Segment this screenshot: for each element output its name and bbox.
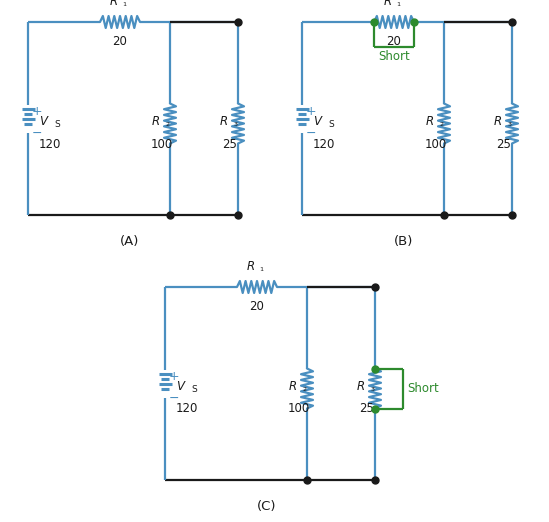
Text: 20: 20 (386, 35, 401, 48)
Text: (A): (A) (120, 235, 139, 248)
Text: $V$: $V$ (313, 115, 324, 128)
Text: (B): (B) (394, 235, 414, 248)
Text: Short: Short (407, 382, 439, 395)
Text: −: − (306, 127, 316, 140)
Text: $R$: $R$ (493, 115, 502, 128)
Text: $R$: $R$ (109, 0, 118, 8)
Text: (C): (C) (257, 500, 277, 513)
Text: $_3$: $_3$ (507, 120, 513, 129)
Text: $_2$: $_2$ (165, 120, 171, 129)
Text: S: S (328, 120, 334, 129)
Text: $_2$: $_2$ (439, 120, 445, 129)
Text: 20: 20 (250, 300, 265, 313)
Text: $R$: $R$ (383, 0, 392, 8)
Text: $R$: $R$ (151, 115, 160, 128)
Text: 120: 120 (39, 137, 61, 150)
Text: +: + (306, 105, 316, 118)
Text: 25: 25 (496, 137, 512, 150)
Text: S: S (54, 120, 60, 129)
Text: $_2$: $_2$ (302, 385, 307, 394)
Text: S: S (191, 385, 197, 394)
Text: Short: Short (378, 50, 410, 63)
Text: $_3$: $_3$ (233, 120, 239, 129)
Text: $R$: $R$ (219, 115, 228, 128)
Text: $R$: $R$ (425, 115, 434, 128)
Text: −: − (169, 392, 180, 405)
Text: 25: 25 (360, 402, 374, 416)
Text: $_3$: $_3$ (370, 385, 376, 394)
Text: 100: 100 (288, 402, 310, 416)
Text: $_1$: $_1$ (396, 0, 401, 9)
Text: 100: 100 (425, 137, 447, 150)
Text: $V$: $V$ (40, 115, 50, 128)
Text: $V$: $V$ (176, 380, 187, 393)
Text: $R$: $R$ (356, 380, 365, 393)
Text: $R$: $R$ (288, 380, 297, 393)
Text: $_1$: $_1$ (259, 265, 265, 274)
Text: +: + (169, 370, 180, 383)
Text: −: − (32, 127, 42, 140)
Text: 25: 25 (222, 137, 237, 150)
Text: 20: 20 (113, 35, 127, 48)
Text: $R$: $R$ (246, 260, 255, 273)
Text: +: + (32, 105, 42, 118)
Text: $_1$: $_1$ (122, 0, 127, 9)
Text: 120: 120 (176, 402, 198, 416)
Text: 100: 100 (151, 137, 173, 150)
Text: 120: 120 (313, 137, 335, 150)
